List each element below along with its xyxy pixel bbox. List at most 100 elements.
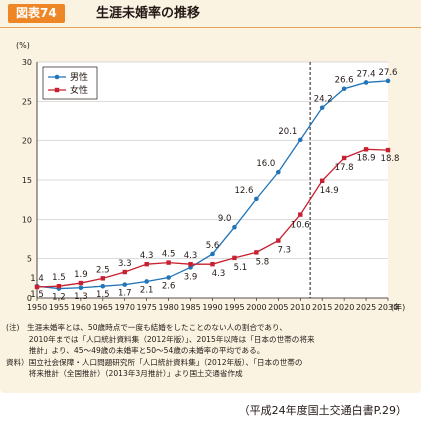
y-tick-label: 20: [22, 137, 32, 146]
y-tick-label: 15: [22, 176, 32, 185]
x-axis-unit: (年): [391, 302, 405, 312]
x-tick-label: 2030: [378, 303, 398, 312]
note-line: 将来推計（全国推計）（2013年3月推計）」より国土交通省作成: [6, 369, 243, 378]
data-point: [166, 260, 171, 265]
data-label-female: 17.8: [335, 163, 354, 173]
x-tick-label: 1955: [49, 303, 69, 312]
y-tick-label: 5: [27, 255, 32, 264]
data-label-male: 1.3: [74, 292, 88, 302]
chart-notes: (注) 生涯未婚率とは、50歳時点で一度も結婚をしたことのない人の割合であり、 …: [6, 322, 414, 380]
x-tick-label: 1960: [71, 303, 91, 312]
x-tick-label: 1980: [158, 303, 178, 312]
data-label-female: 5.8: [256, 257, 270, 267]
data-point: [254, 250, 259, 255]
legend-label: 男性: [70, 71, 88, 83]
x-tick-label: 2010: [290, 303, 310, 312]
data-label-female: 10.6: [291, 221, 310, 231]
data-label-female: 18.9: [357, 153, 376, 163]
data-label-male: 27.6: [379, 68, 398, 78]
data-label-male: 20.1: [278, 127, 297, 137]
data-label-female: 4.5: [162, 250, 176, 260]
data-label-female: 5.1: [234, 263, 248, 273]
legend-marker: [54, 74, 60, 80]
data-point: [298, 212, 303, 217]
data-point: [100, 283, 106, 289]
data-point: [385, 78, 391, 84]
data-point: [297, 137, 303, 143]
legend-box: [42, 66, 98, 100]
data-point: [144, 279, 149, 284]
data-point: [122, 282, 128, 287]
figure-header: 図表74 生涯未婚率の推移: [0, 0, 421, 28]
data-label-female: 7.3: [278, 246, 292, 256]
data-label-male: 12.6: [234, 186, 253, 196]
data-label-female: 18.8: [381, 154, 400, 164]
data-label-male: 1.7: [118, 289, 132, 299]
data-point: [166, 275, 171, 280]
data-label-female: 14.9: [320, 186, 339, 196]
data-point: [78, 280, 84, 286]
data-label-female: 3.3: [118, 259, 132, 269]
data-point: [385, 147, 391, 153]
data-label-female: 1.4: [30, 274, 44, 284]
x-tick-label: 2025: [356, 303, 376, 312]
data-label-female: 1.9: [74, 270, 88, 280]
note-line: 推計」より、45～49歳の未婚率と50～54歳の未婚率の平均である。: [6, 346, 265, 355]
x-tick-label: 2020: [334, 303, 354, 312]
data-point: [363, 147, 369, 152]
figure-title: 生涯未婚率の推移: [96, 6, 201, 21]
data-point: [276, 238, 281, 243]
note-line: (注) 生涯未婚率とは、50歳時点で一度も結婚をしたことのない人の割合であり、: [6, 323, 287, 332]
data-label-male: 5.6: [206, 241, 220, 251]
data-label-male: 2.6: [162, 282, 176, 292]
x-tick-label: 1995: [224, 303, 244, 312]
x-tick-label: 1975: [137, 303, 157, 312]
data-label-male: 2.1: [140, 285, 154, 295]
x-tick-label: 1985: [180, 303, 200, 312]
data-label-male: 16.0: [256, 159, 275, 169]
data-label-female: 1.5: [52, 273, 66, 283]
note-line: 2010年までは「人口統計資料集（2012年版）」、2015年以降は「日本の世帯…: [6, 334, 315, 344]
figure-number-badge: 図表74: [8, 4, 65, 23]
data-point: [34, 284, 40, 290]
y-tick-label: 25: [22, 97, 32, 106]
data-point: [276, 169, 281, 175]
data-point: [78, 285, 84, 291]
data-label-male: 27.4: [357, 69, 376, 79]
x-tick-label: 1950: [27, 303, 47, 312]
x-tick-label: 2015: [312, 303, 332, 312]
data-point: [56, 284, 62, 289]
data-point: [122, 269, 127, 275]
x-tick-label: 2005: [268, 303, 288, 312]
legend-marker: [54, 87, 60, 93]
data-point: [144, 261, 149, 267]
data-label-female: 2.5: [96, 265, 110, 275]
y-tick-label: 0: [27, 294, 32, 303]
data-point: [363, 80, 369, 85]
data-point: [100, 276, 106, 281]
y-axis-unit: (%): [16, 41, 30, 50]
note-line: 資料）国立社会保障・人口問題研究所「人口統計資料集」（2012年版）、「日本の世…: [6, 357, 303, 367]
data-label-female: 4.3: [184, 251, 198, 261]
data-point: [210, 261, 215, 267]
data-label-male: 24.2: [314, 95, 333, 105]
data-point: [341, 86, 347, 92]
x-tick-label: 1965: [93, 303, 113, 312]
data-label-female: 4.3: [140, 251, 154, 261]
data-point: [319, 105, 325, 110]
data-label-male: 1.2: [52, 293, 66, 303]
data-label-male: 1.5: [96, 290, 110, 300]
figure-panel: 図表74 生涯未婚率の推移 0 5 10 15 20 25 30 (%) 1950 1955 196…: [0, 0, 421, 393]
x-tick-label: 2000: [246, 303, 266, 312]
data-label-male: 1.5: [30, 290, 44, 300]
data-label-male: 9.0: [218, 214, 232, 224]
data-point: [341, 155, 347, 161]
series-layer: [34, 78, 391, 291]
x-tick-label: 1970: [115, 303, 135, 312]
source-citation: （平成24年度国土交通白書P.29）: [238, 404, 407, 417]
data-point: [232, 224, 237, 230]
y-tick-label: 10: [22, 215, 32, 224]
